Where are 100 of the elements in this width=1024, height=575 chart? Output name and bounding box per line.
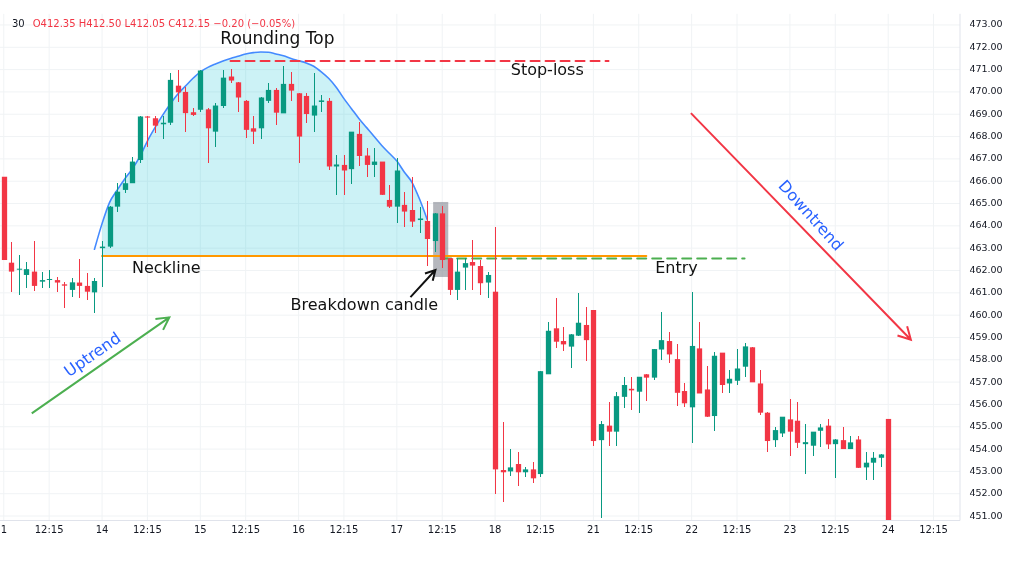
candlestick xyxy=(666,331,673,364)
y-tick-label: 460.00 xyxy=(969,308,1003,320)
candlestick xyxy=(575,292,582,337)
candlestick xyxy=(288,71,295,102)
y-tick-label: 459.00 xyxy=(969,330,1003,342)
candlestick xyxy=(205,107,212,164)
candlestick xyxy=(530,461,537,484)
y-tick-label: 453.00 xyxy=(969,464,1003,476)
candlestick xyxy=(91,277,98,314)
y-tick-label: 456.00 xyxy=(969,397,1003,409)
candlestick xyxy=(810,431,817,457)
candlestick xyxy=(553,297,560,349)
candlestick xyxy=(734,348,741,386)
candlestick xyxy=(870,451,877,481)
annotation: Breakdown candle xyxy=(290,294,439,314)
annotation: Stop-loss xyxy=(510,60,584,80)
x-tick-label: 1 xyxy=(0,523,8,535)
y-tick-label: 467.00 xyxy=(969,152,1003,164)
y-tick-label: 465.00 xyxy=(969,197,1003,209)
y-tick-label: 469.00 xyxy=(969,107,1003,119)
x-tick-label: 12:15 xyxy=(34,523,64,535)
candlestick xyxy=(832,438,839,479)
candlestick xyxy=(787,398,794,457)
candlestick xyxy=(23,260,30,289)
candlestick xyxy=(417,206,424,234)
x-tick-label: 14 xyxy=(95,523,109,535)
candlestick xyxy=(802,423,809,475)
candlestick xyxy=(742,342,749,378)
candlestick xyxy=(568,333,575,369)
candlestick xyxy=(273,87,280,126)
x-tick-label: 12:15 xyxy=(526,523,555,535)
candlestick xyxy=(621,376,628,409)
y-tick-label: 473.00 xyxy=(969,18,1003,30)
y-tick-label: 462.00 xyxy=(969,264,1003,275)
x-tick-label: 12:15 xyxy=(820,523,850,535)
annotation: Neckline xyxy=(131,257,201,277)
candlestick xyxy=(462,257,469,291)
y-tick-label: 451.00 xyxy=(969,509,1003,521)
y-tick-label: 455.00 xyxy=(969,420,1003,432)
candlestick xyxy=(356,121,363,167)
x-tick-label: 12:15 xyxy=(919,523,948,535)
y-tick-label: 457.00 xyxy=(969,375,1003,387)
candlestick xyxy=(454,257,461,301)
x-tick-label: 12:15 xyxy=(132,523,162,535)
candlestick xyxy=(469,239,476,291)
candlestick xyxy=(772,426,779,448)
candlestick xyxy=(636,376,643,414)
candlestick xyxy=(122,172,129,194)
x-tick-label: 18 xyxy=(488,523,502,535)
annotation: Entry xyxy=(655,257,698,277)
candlestick xyxy=(265,81,272,104)
candlestick xyxy=(303,92,310,124)
chart-subtitle: O412.35 H412.50 L412.05 C412.15 −0.20 (−0.05%) xyxy=(32,18,296,29)
y-tick-label: 464.00 xyxy=(969,219,1003,231)
y-tick-label: 458.00 xyxy=(969,353,1003,365)
x-tick-label: 15 xyxy=(193,523,207,535)
candlestick xyxy=(658,311,665,361)
y-tick-label: 471.00 xyxy=(969,63,1003,75)
candlestick xyxy=(61,281,68,310)
x-tick-label: 16 xyxy=(292,523,305,535)
candlestick xyxy=(69,277,76,298)
candlestick xyxy=(817,423,824,448)
candlestick xyxy=(507,448,514,477)
candlestick xyxy=(31,240,38,292)
candlestick xyxy=(485,271,492,299)
candlestick xyxy=(606,401,613,447)
candlestick xyxy=(386,184,393,209)
candlestick xyxy=(643,373,650,402)
x-tick-label: 22 xyxy=(685,523,699,535)
candlestick xyxy=(8,241,15,293)
x-tick-label: 23 xyxy=(783,523,797,535)
candlestick xyxy=(409,175,416,228)
x-tick-label: 12:15 xyxy=(231,523,261,535)
y-tick-label: 452.00 xyxy=(969,487,1003,499)
x-tick-label: 17 xyxy=(390,523,404,535)
y-tick-label: 461.00 xyxy=(969,286,1003,298)
annotation: Rounding Top xyxy=(220,28,335,49)
y-tick-label: 463.00 xyxy=(969,241,1003,253)
candlestick xyxy=(16,254,23,296)
candlestick xyxy=(114,182,121,214)
y-tick-label: 454.00 xyxy=(969,442,1003,454)
candlestick xyxy=(424,200,431,267)
candlestick xyxy=(598,420,605,519)
candlestick xyxy=(401,191,408,228)
x-tick-label: 12:15 xyxy=(329,523,359,535)
candlestick xyxy=(364,147,371,178)
candlestick xyxy=(129,156,136,185)
candlestick xyxy=(84,272,91,301)
y-tick-label: 470.00 xyxy=(969,85,1003,97)
candlestick xyxy=(235,81,242,113)
candlestick xyxy=(794,401,801,449)
x-tick-label: 12:15 xyxy=(722,523,752,535)
y-tick-label: 466.00 xyxy=(969,174,1003,186)
x-tick-label: 12:15 xyxy=(624,523,654,535)
x-tick-label: 21 xyxy=(587,523,600,535)
x-tick-label: 12:15 xyxy=(427,523,457,535)
y-tick-label: 468.00 xyxy=(969,130,1003,142)
candlestick xyxy=(333,154,340,196)
candlestick xyxy=(250,115,257,145)
candlestick xyxy=(515,451,522,487)
